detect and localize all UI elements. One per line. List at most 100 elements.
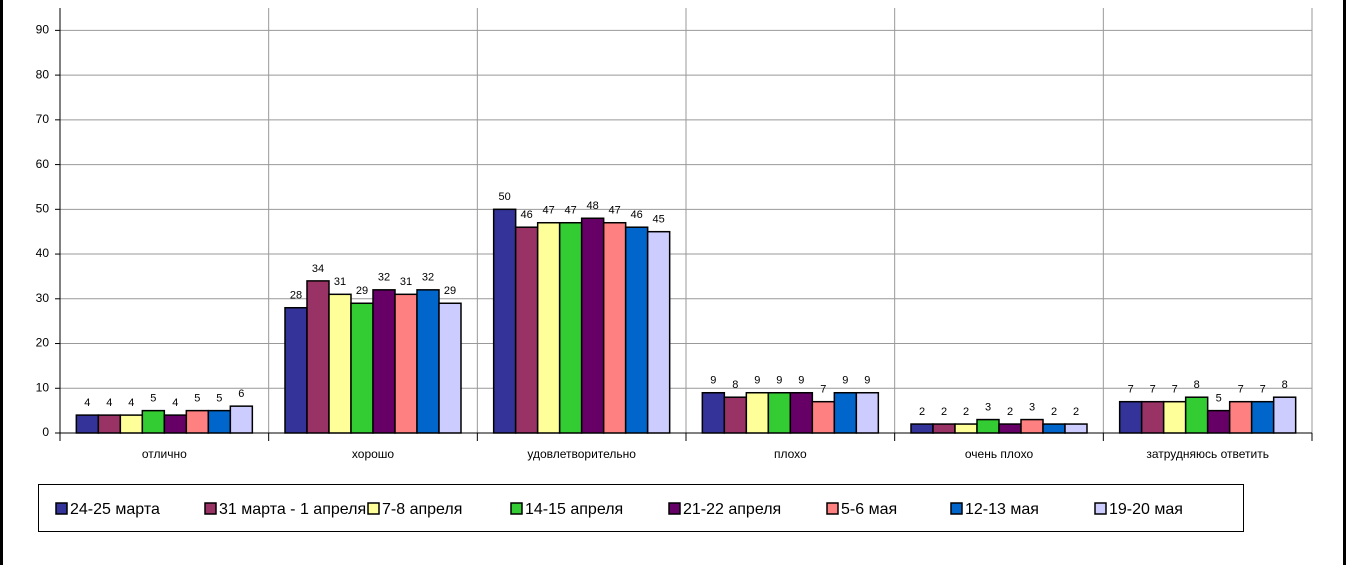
bar bbox=[97, 414, 122, 434]
x-tick-label: затрудняюсь ответить bbox=[1146, 447, 1269, 461]
bar bbox=[701, 391, 726, 434]
bar bbox=[514, 226, 539, 434]
bar bbox=[1118, 400, 1143, 434]
bar bbox=[372, 289, 396, 434]
bar bbox=[328, 293, 352, 434]
value-label: 9 bbox=[864, 375, 870, 387]
bar bbox=[306, 280, 330, 434]
y-tick-label: 60 bbox=[36, 157, 50, 171]
bar bbox=[163, 414, 188, 434]
legend-label: 31 марта - 1 апреля bbox=[219, 501, 366, 518]
value-label: 7 bbox=[1150, 384, 1156, 396]
bar bbox=[932, 423, 956, 434]
value-label: 2 bbox=[1051, 406, 1057, 418]
legend-label: 14-15 апреля bbox=[525, 501, 623, 518]
value-label: 9 bbox=[754, 375, 760, 387]
value-label: 5 bbox=[216, 393, 222, 405]
bar bbox=[75, 414, 100, 434]
bar bbox=[1272, 396, 1297, 434]
value-label: 48 bbox=[587, 200, 599, 212]
legend-label: 21-22 апреля bbox=[683, 501, 781, 518]
bar bbox=[811, 400, 836, 434]
bar bbox=[229, 405, 254, 434]
bar bbox=[394, 293, 418, 434]
value-label: 32 bbox=[378, 272, 390, 284]
value-label: 7 bbox=[1260, 384, 1266, 396]
bar bbox=[1042, 423, 1066, 434]
value-label: 7 bbox=[1128, 384, 1134, 396]
bar bbox=[855, 391, 880, 434]
bar bbox=[767, 391, 792, 434]
value-label: 7 bbox=[820, 384, 826, 396]
value-label: 47 bbox=[565, 205, 577, 217]
value-label: 3 bbox=[985, 401, 991, 413]
value-label: 47 bbox=[543, 205, 555, 217]
bar bbox=[185, 409, 210, 434]
bar bbox=[1184, 396, 1209, 434]
value-label: 50 bbox=[499, 191, 511, 203]
value-label: 6 bbox=[238, 388, 244, 400]
bar bbox=[1140, 400, 1165, 434]
value-label: 9 bbox=[776, 375, 782, 387]
value-label: 3 bbox=[1029, 401, 1035, 413]
bar bbox=[416, 289, 440, 434]
value-label: 29 bbox=[444, 285, 456, 297]
value-label: 9 bbox=[710, 375, 716, 387]
legend-label: 24-25 марта bbox=[70, 501, 160, 518]
value-label: 47 bbox=[609, 205, 621, 217]
legend-swatch bbox=[510, 502, 523, 515]
right-border bbox=[1343, 0, 1346, 565]
value-label: 34 bbox=[312, 263, 324, 275]
x-tick-label: хорошо bbox=[352, 447, 395, 461]
value-label: 4 bbox=[106, 397, 112, 409]
value-label: 46 bbox=[631, 209, 643, 221]
value-label: 2 bbox=[963, 406, 969, 418]
value-label: 4 bbox=[172, 397, 178, 409]
bar bbox=[207, 409, 232, 434]
legend-swatch bbox=[55, 502, 68, 515]
value-label: 9 bbox=[798, 375, 804, 387]
y-tick-label: 80 bbox=[36, 67, 50, 81]
value-label: 29 bbox=[356, 285, 368, 297]
bar bbox=[646, 230, 671, 434]
bar bbox=[1064, 423, 1088, 434]
legend-swatch bbox=[826, 502, 839, 515]
bar bbox=[284, 306, 308, 434]
bar bbox=[1020, 418, 1044, 434]
value-label: 8 bbox=[732, 379, 738, 391]
legend-label: 12-13 мая bbox=[965, 501, 1039, 518]
bar bbox=[438, 302, 462, 434]
legend-swatch bbox=[204, 502, 217, 515]
bar bbox=[141, 409, 166, 434]
value-label: 7 bbox=[1238, 384, 1244, 396]
bar bbox=[745, 391, 770, 434]
value-label: 46 bbox=[521, 209, 533, 221]
bar bbox=[580, 217, 605, 434]
value-label: 7 bbox=[1172, 384, 1178, 396]
value-label: 5 bbox=[150, 393, 156, 405]
bar bbox=[998, 423, 1022, 434]
legend-swatch bbox=[950, 502, 963, 515]
legend-label: 7-8 апреля bbox=[382, 501, 462, 518]
value-label: 5 bbox=[1216, 393, 1222, 405]
bar bbox=[954, 423, 978, 434]
y-tick-label: 50 bbox=[36, 201, 50, 215]
x-tick-label: отлично bbox=[142, 447, 187, 461]
y-tick-label: 30 bbox=[36, 291, 50, 305]
value-label: 2 bbox=[1007, 406, 1013, 418]
bar bbox=[492, 208, 517, 434]
bar bbox=[1162, 400, 1187, 434]
y-tick-label: 10 bbox=[36, 380, 50, 394]
y-tick-label: 40 bbox=[36, 246, 50, 260]
bar bbox=[602, 221, 627, 434]
bar bbox=[1228, 400, 1253, 434]
value-label: 45 bbox=[653, 214, 665, 226]
legend-swatch bbox=[1094, 502, 1107, 515]
legend-box bbox=[38, 484, 1244, 532]
bar bbox=[833, 391, 858, 434]
bar bbox=[558, 221, 583, 434]
value-label: 8 bbox=[1282, 379, 1288, 391]
legend-swatch bbox=[668, 502, 681, 515]
y-tick-label: 90 bbox=[36, 23, 50, 37]
